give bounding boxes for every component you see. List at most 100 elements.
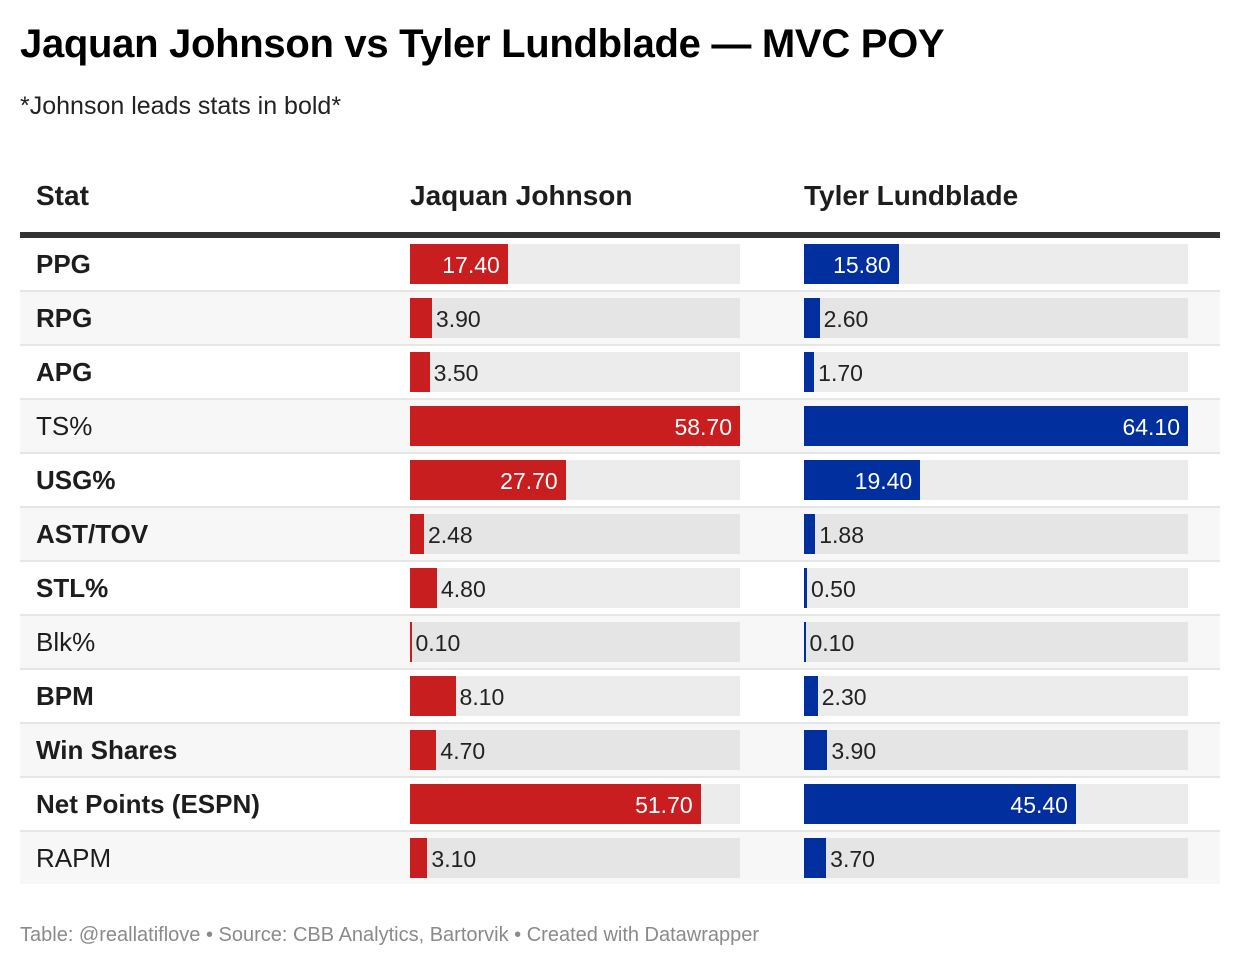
lundblade-bar-track: 19.40 xyxy=(804,460,1188,500)
stat-label: USG% xyxy=(36,465,116,495)
chart-title: Jaquan Johnson vs Tyler Lundblade — MVC … xyxy=(20,22,945,66)
lundblade-bar xyxy=(804,460,921,500)
johnson-bar xyxy=(410,730,437,770)
johnson-value-label: 2.48 xyxy=(427,522,473,548)
table-row: Blk% 0.10 0.10 xyxy=(20,616,1220,670)
lundblade-bar-track: 15.80 xyxy=(804,244,1188,284)
lundblade-bar-track: 45.40 xyxy=(804,784,1188,824)
stat-label: RPG xyxy=(36,303,93,333)
lundblade-value-label: 2.60 xyxy=(823,306,869,332)
lundblade-value-label: 1.88 xyxy=(819,522,865,548)
johnson-bar-track: 17.40 xyxy=(410,244,740,284)
lundblade-value-label: 0.50 xyxy=(810,576,856,602)
johnson-value-label: 0.10 xyxy=(415,630,461,656)
lundblade-bar-track: 3.70 xyxy=(804,838,1188,878)
lundblade-bar xyxy=(804,352,815,392)
johnson-bar-track: 2.48 xyxy=(410,514,740,554)
lundblade-bar xyxy=(804,406,1188,446)
johnson-bar-track: 3.90 xyxy=(410,298,740,338)
stat-label: STL% xyxy=(36,573,109,603)
johnson-bar-track: 58.70 xyxy=(410,406,740,446)
table-row: PPG 17.40 15.80 xyxy=(20,238,1220,292)
johnson-bar-track: 0.10 xyxy=(410,622,740,662)
chart-footer: Table: @reallatiflove • Source: CBB Anal… xyxy=(20,924,760,946)
johnson-bar xyxy=(410,784,701,824)
lundblade-bar xyxy=(804,622,806,662)
johnson-value-label: 27.70 xyxy=(500,468,558,494)
table-row: RPG 3.90 2.60 xyxy=(20,292,1220,346)
table-row: USG% 27.70 19.40 xyxy=(20,454,1220,508)
johnson-value-label: 4.70 xyxy=(440,738,486,764)
johnson-bar xyxy=(410,460,566,500)
stats-table: Stat Jaquan Johnson Tyler Lundblade PPG 1… xyxy=(20,160,1220,884)
lundblade-bar xyxy=(804,568,807,608)
lundblade-bar-track: 3.90 xyxy=(804,730,1188,770)
stat-label: PPG xyxy=(36,249,91,279)
lundblade-value-label: 45.40 xyxy=(1010,792,1068,818)
johnson-bar-track: 27.70 xyxy=(410,460,740,500)
johnson-value-label: 3.50 xyxy=(433,360,479,386)
lundblade-value-label: 3.70 xyxy=(830,846,875,872)
johnson-bar xyxy=(410,568,437,608)
johnson-value-label: 4.80 xyxy=(440,576,486,602)
lundblade-bar xyxy=(804,730,828,770)
johnson-bar xyxy=(410,676,456,716)
table-row: RAPM 3.10 3.70 xyxy=(20,832,1220,884)
johnson-bar xyxy=(410,406,740,446)
lundblade-value-label: 15.80 xyxy=(833,252,891,278)
stat-label: TS% xyxy=(36,411,93,441)
johnson-bar xyxy=(410,514,424,554)
johnson-value-label: 3.90 xyxy=(435,306,481,332)
table-row: STL% 4.80 0.50 xyxy=(20,562,1220,616)
stat-label: APG xyxy=(36,357,93,387)
lundblade-value-label: 3.90 xyxy=(831,738,877,764)
lundblade-bar xyxy=(804,784,1076,824)
table-header: Stat Jaquan Johnson Tyler Lundblade xyxy=(20,160,1220,238)
lundblade-value-label: 0.10 xyxy=(809,630,855,656)
johnson-bar-track: 3.50 xyxy=(410,352,740,392)
lundblade-bar xyxy=(804,514,816,554)
stat-label: BPM xyxy=(36,681,94,711)
stat-label: Net Points (ESPN) xyxy=(36,789,260,819)
stat-label: RAPM xyxy=(36,843,112,873)
johnson-bar-track: 3.10 xyxy=(410,838,740,878)
johnson-bar xyxy=(410,244,508,284)
stat-label: Win Shares xyxy=(36,735,178,765)
johnson-bar-track: 4.80 xyxy=(410,568,740,608)
johnson-value-label: 8.10 xyxy=(459,684,505,710)
lundblade-bar xyxy=(804,838,827,878)
lundblade-bar xyxy=(804,676,818,716)
header-lundblade: Tyler Lundblade xyxy=(804,180,1019,211)
header-johnson: Jaquan Johnson xyxy=(410,180,633,211)
lundblade-bar xyxy=(804,298,820,338)
table-row: TS% 58.70 64.10 xyxy=(20,400,1220,454)
lundblade-bar-track: 1.88 xyxy=(804,514,1188,554)
johnson-value-label: 3.10 xyxy=(431,846,477,872)
lundblade-bar-track: 64.10 xyxy=(804,406,1188,446)
johnson-value-label: 17.40 xyxy=(442,252,500,278)
lundblade-bar-track: 2.30 xyxy=(804,676,1188,716)
johnson-bar xyxy=(410,352,430,392)
lundblade-bar-track: 1.70 xyxy=(804,352,1188,392)
table-row: Net Points (ESPN) 51.70 45.40 xyxy=(20,778,1220,832)
johnson-bar-track: 8.10 xyxy=(410,676,740,716)
lundblade-bar-track: 0.50 xyxy=(804,568,1188,608)
stat-label: Blk% xyxy=(36,627,96,657)
header-stat: Stat xyxy=(36,180,89,211)
johnson-value-label: 58.70 xyxy=(674,414,732,440)
table-row: AST/TOV 2.48 1.88 xyxy=(20,508,1220,562)
table-row: BPM 8.10 2.30 xyxy=(20,670,1220,724)
lundblade-value-label: 2.30 xyxy=(821,684,867,710)
stat-label: AST/TOV xyxy=(36,519,149,549)
table-body: PPG 17.40 15.80 RPG 3.90 2.60 APG 3.50 1.70 TS% 58… xyxy=(20,238,1220,884)
johnson-bar-track: 51.70 xyxy=(410,784,740,824)
lundblade-value-label: 64.10 xyxy=(1122,414,1180,440)
johnson-value-label: 51.70 xyxy=(635,792,693,818)
lundblade-value-label: 1.70 xyxy=(818,360,863,386)
chart-subtitle: *Johnson leads stats in bold* xyxy=(20,92,342,120)
lundblade-bar-track: 0.10 xyxy=(804,622,1188,662)
table-row: Win Shares 4.70 3.90 xyxy=(20,724,1220,778)
johnson-bar-track: 4.70 xyxy=(410,730,740,770)
lundblade-value-label: 19.40 xyxy=(854,468,913,494)
lundblade-bar-track: 2.60 xyxy=(804,298,1188,338)
